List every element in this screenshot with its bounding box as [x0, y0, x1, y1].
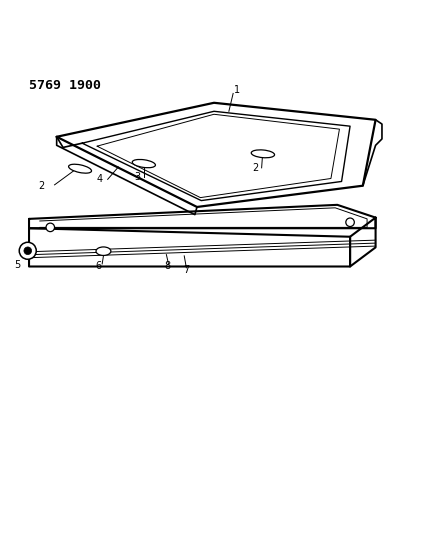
Text: 4: 4: [96, 174, 102, 184]
Text: 7: 7: [183, 265, 190, 275]
Text: 5769 1900: 5769 1900: [29, 79, 101, 92]
Ellipse shape: [96, 247, 111, 255]
Text: 2: 2: [253, 163, 259, 173]
Text: 3: 3: [134, 172, 140, 182]
Text: 8: 8: [164, 261, 170, 271]
Circle shape: [46, 223, 54, 232]
Ellipse shape: [251, 150, 274, 158]
Ellipse shape: [132, 159, 155, 168]
Circle shape: [19, 243, 36, 259]
Text: 6: 6: [95, 261, 101, 271]
Circle shape: [346, 218, 354, 227]
Circle shape: [24, 247, 32, 255]
Text: 5: 5: [15, 260, 21, 270]
Text: 2: 2: [39, 181, 45, 191]
Ellipse shape: [68, 164, 92, 173]
Text: 1: 1: [234, 85, 241, 95]
